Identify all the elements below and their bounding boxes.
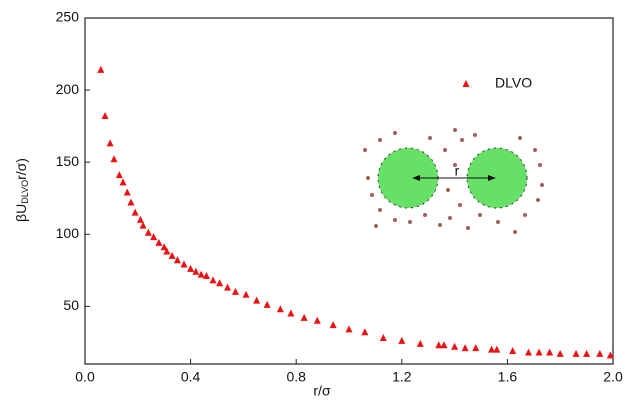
y-label-tail: r/σ) [13, 158, 29, 180]
data-point [435, 341, 443, 349]
y-label-main: βU [13, 204, 29, 222]
data-point [488, 345, 496, 353]
y-axis-label: βUDLVOr/σ) [13, 158, 31, 222]
data-point [163, 247, 171, 255]
y-label-subscript: DLVO [20, 180, 30, 204]
data-point [192, 267, 200, 275]
data-point [224, 283, 232, 291]
data-point [606, 351, 614, 359]
data-point [345, 325, 353, 333]
data-point [202, 272, 210, 280]
data-point [136, 215, 144, 223]
data-point [144, 228, 152, 236]
data-point [123, 188, 131, 196]
data-point [276, 305, 284, 313]
data-point [287, 309, 295, 317]
data-point [168, 251, 176, 259]
y-tick-label: 100 [56, 225, 80, 241]
x-tick-label: 0.4 [181, 369, 201, 385]
legend-marker [462, 80, 470, 87]
data-point [546, 348, 554, 356]
data-point [313, 316, 321, 324]
data-point [216, 279, 224, 287]
data-point [253, 296, 261, 304]
data-point [97, 65, 105, 73]
data-point [596, 349, 604, 357]
data-point [160, 243, 168, 251]
data-point [556, 349, 564, 357]
data-point [535, 348, 543, 356]
data-point [472, 344, 480, 352]
x-tick-label: 2.0 [603, 369, 623, 385]
x-tick-label: 0.0 [75, 369, 95, 385]
data-point [115, 171, 123, 179]
data-point [416, 339, 424, 347]
data-point [509, 347, 517, 355]
data-point [572, 349, 580, 357]
data-point [231, 287, 239, 295]
x-tick-label: 1.2 [392, 369, 412, 385]
inset-label: r [455, 163, 460, 179]
data-point [197, 270, 205, 278]
data-point [187, 264, 195, 272]
legend-label: DLVO [495, 75, 532, 91]
data-point [150, 233, 158, 241]
data-point [451, 342, 459, 350]
data-point [300, 313, 308, 321]
x-axis-label: r/σ [313, 383, 331, 399]
data-point [461, 344, 469, 352]
x-tick-label: 0.8 [286, 369, 306, 385]
data-point [329, 321, 337, 329]
data-point [263, 300, 271, 308]
data-point [139, 221, 147, 229]
data-point [131, 208, 139, 216]
data-point [361, 328, 369, 336]
plot-frame [84, 17, 614, 365]
y-tick-label: 50 [63, 297, 79, 313]
data-point [155, 238, 163, 246]
data-point [583, 349, 591, 357]
data-point [180, 260, 188, 268]
data-point [119, 178, 127, 186]
y-tick-label: 250 [56, 9, 80, 25]
data-point [127, 198, 135, 206]
data-point [209, 276, 217, 284]
data-point [110, 155, 118, 163]
data-point [440, 341, 448, 349]
data-point [493, 345, 501, 353]
data-point [173, 256, 181, 264]
inset-illustration: r [363, 128, 544, 234]
data-point [106, 139, 114, 147]
data-point [379, 334, 387, 342]
y-tick-label: 150 [56, 153, 80, 169]
data-point [398, 336, 406, 344]
y-tick-label: 200 [56, 81, 80, 97]
data-point [525, 348, 533, 356]
x-tick-label: 1.6 [498, 369, 518, 385]
data-point [242, 290, 250, 298]
data-point [101, 112, 109, 120]
